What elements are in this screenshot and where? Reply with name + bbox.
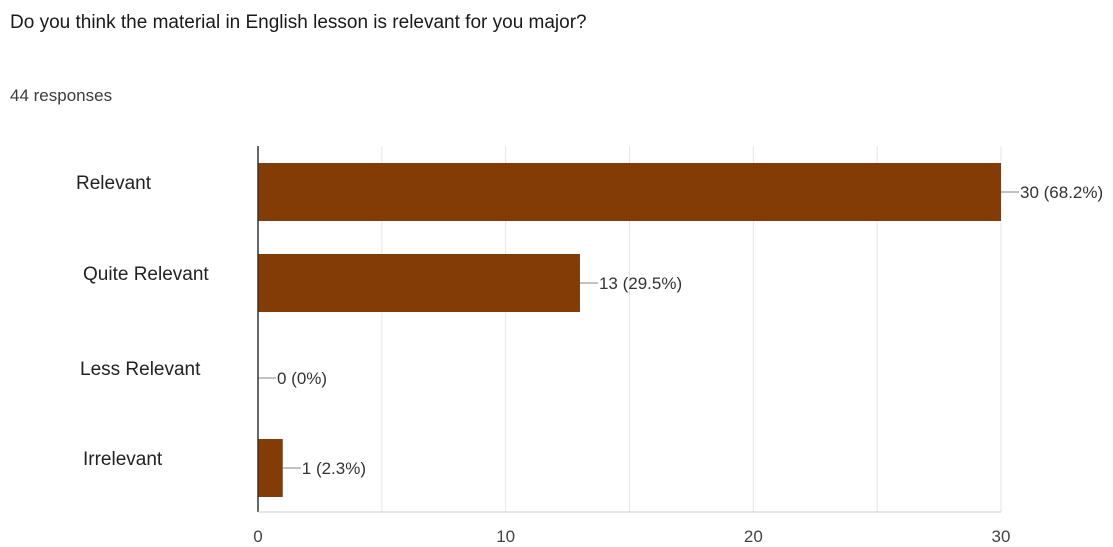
category-label: Quite Relevant (83, 264, 209, 285)
data-label: 1 (2.3%) (302, 459, 366, 478)
bars (258, 163, 1001, 497)
x-tick-label: 20 (744, 527, 763, 546)
data-label: 0 (0%) (277, 369, 327, 388)
category-label: Irrelevant (83, 449, 163, 470)
bar-quite-relevant (258, 254, 580, 312)
category-label: Less Relevant (80, 359, 201, 380)
data-label: 30 (68.2%) (1020, 183, 1103, 202)
x-tick-label: 10 (496, 527, 515, 546)
axes (257, 146, 1001, 513)
bar-relevant (258, 163, 1001, 221)
bar-irrelevant (258, 439, 283, 497)
leader-lines (258, 191, 1019, 469)
category-label: Relevant (76, 173, 152, 194)
response-count: 44 responses (10, 86, 113, 105)
question-title: Do you think the material in English les… (10, 12, 587, 33)
x-tick-label: 0 (253, 527, 262, 546)
data-label: 13 (29.5%) (599, 274, 682, 293)
x-tick-label: 30 (992, 527, 1011, 546)
labels: 30 (68.2%) Relevant 13 (29.5%) Quite Releva… (76, 173, 1103, 546)
